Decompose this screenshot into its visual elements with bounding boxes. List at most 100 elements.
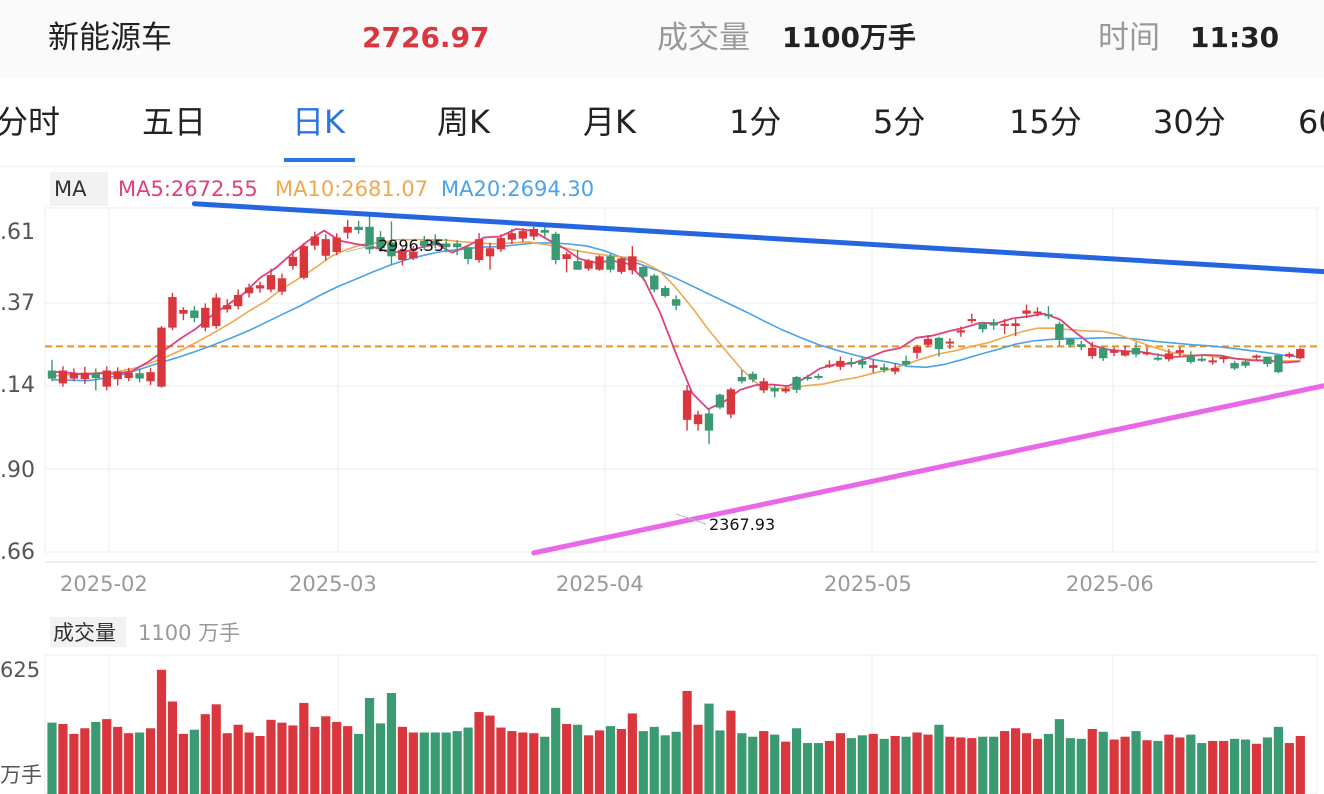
candle-body xyxy=(858,360,867,365)
volume-bar xyxy=(551,707,561,794)
volume-bar xyxy=(1186,734,1196,794)
candle-body xyxy=(682,390,692,420)
volume-bar xyxy=(540,736,550,794)
volume-bar xyxy=(682,690,692,794)
volume-bar xyxy=(354,733,364,794)
ma-tag: MA xyxy=(54,177,87,201)
volume-bar xyxy=(1131,731,1141,794)
candle-body xyxy=(146,372,155,382)
volume-bar xyxy=(737,733,747,794)
candle-body xyxy=(420,240,429,247)
candle-body xyxy=(715,394,725,408)
ma-tag-bg xyxy=(50,172,108,206)
tab-daily-k[interactable]: 日K xyxy=(292,103,345,141)
tab-15min[interactable]: 15分 xyxy=(1009,103,1082,141)
volume-bar xyxy=(1251,743,1262,794)
volume-bar xyxy=(627,713,637,794)
candle-body xyxy=(595,256,604,270)
candle-body xyxy=(518,231,528,239)
candle-body xyxy=(288,256,298,266)
volume-bar xyxy=(792,728,802,794)
candle-body xyxy=(737,376,747,382)
volume-bars xyxy=(47,669,1305,794)
volume-bar xyxy=(649,726,659,794)
candle-body xyxy=(376,237,385,249)
candlesticks xyxy=(47,213,1305,445)
candle-body xyxy=(748,373,757,380)
tab-5min[interactable]: 5分 xyxy=(873,103,926,141)
candle-body xyxy=(1164,353,1174,360)
volume-bar xyxy=(748,736,758,794)
volume-bar xyxy=(441,732,451,794)
price-tick-label: .14 xyxy=(0,373,35,398)
candle-body xyxy=(1022,310,1031,314)
candle-body xyxy=(606,256,615,270)
candle-body xyxy=(387,242,396,257)
volume-bar xyxy=(408,732,418,794)
volume-bar xyxy=(430,732,440,794)
volume-bar xyxy=(189,729,199,794)
volume-bar xyxy=(1000,731,1010,794)
volume-bar xyxy=(562,724,572,794)
candle-body xyxy=(726,389,736,415)
volume-bar xyxy=(1098,731,1108,794)
volume-bar xyxy=(343,726,353,794)
volume-bar xyxy=(967,738,977,794)
kline-chart[interactable]: MA MA5:2672.55 MA10:2681.07 MA20:2694.30… xyxy=(0,166,1324,794)
volume-bar xyxy=(1175,737,1185,794)
candle-body xyxy=(814,375,823,378)
candle-body xyxy=(1077,344,1086,347)
candle-body xyxy=(1000,323,1009,326)
tab-monthly-k[interactable]: 月K xyxy=(583,103,636,141)
candle-body xyxy=(1175,350,1185,353)
volume-bar xyxy=(1087,728,1097,794)
volume-bar xyxy=(1262,737,1273,794)
candle-body xyxy=(244,287,254,294)
candle-body xyxy=(1120,350,1130,356)
volume-bar xyxy=(573,724,583,794)
volume-bar xyxy=(660,735,670,794)
support-trendline[interactable] xyxy=(531,379,1324,556)
resistance-trendline[interactable] xyxy=(191,201,1324,275)
tab-30min[interactable]: 30分 xyxy=(1153,103,1226,141)
candle-body xyxy=(442,243,451,248)
volume-bar xyxy=(616,728,626,794)
candle-body xyxy=(978,323,987,330)
volume-bar xyxy=(332,721,342,794)
volume-bar xyxy=(102,719,112,794)
volume-axis-unit: 万手 xyxy=(0,763,42,787)
volume-legend-value: 1100 万手 xyxy=(138,621,240,645)
candle-body xyxy=(496,238,506,250)
tab-1min[interactable]: 1分 xyxy=(729,103,782,141)
candle-body xyxy=(507,233,517,240)
volume-bar xyxy=(879,738,889,794)
price-grid xyxy=(44,207,1318,563)
candle-body xyxy=(1153,357,1163,360)
candle-body xyxy=(80,372,90,380)
ma10-legend: MA10:2681.07 xyxy=(275,177,428,201)
volume-bar xyxy=(781,741,791,794)
candle-body xyxy=(452,243,462,248)
candle-body xyxy=(1109,350,1119,353)
volume-bar xyxy=(912,732,922,794)
volume-bar xyxy=(1076,738,1086,794)
volume-bar xyxy=(419,732,429,794)
price-tick-label: .66 xyxy=(0,540,35,565)
volume-bar xyxy=(200,714,210,794)
volume-bar xyxy=(364,697,375,794)
tab-intraday[interactable]: 分时 xyxy=(0,103,61,141)
volume-bar xyxy=(518,732,528,794)
volume-bar xyxy=(222,733,232,794)
candle-body xyxy=(91,373,100,379)
tab-weekly-k[interactable]: 周K xyxy=(437,103,490,141)
tab-60min[interactable]: 60 xyxy=(1298,103,1324,141)
candle-body xyxy=(1219,357,1228,360)
candle-body xyxy=(47,370,57,379)
candle-body xyxy=(310,236,319,246)
volume-bar xyxy=(1219,740,1229,794)
candle-body xyxy=(671,299,681,306)
candle-body xyxy=(923,338,933,345)
candle-body xyxy=(693,414,703,425)
volume-bar xyxy=(715,730,725,794)
tab-five-day[interactable]: 五日 xyxy=(142,103,207,141)
